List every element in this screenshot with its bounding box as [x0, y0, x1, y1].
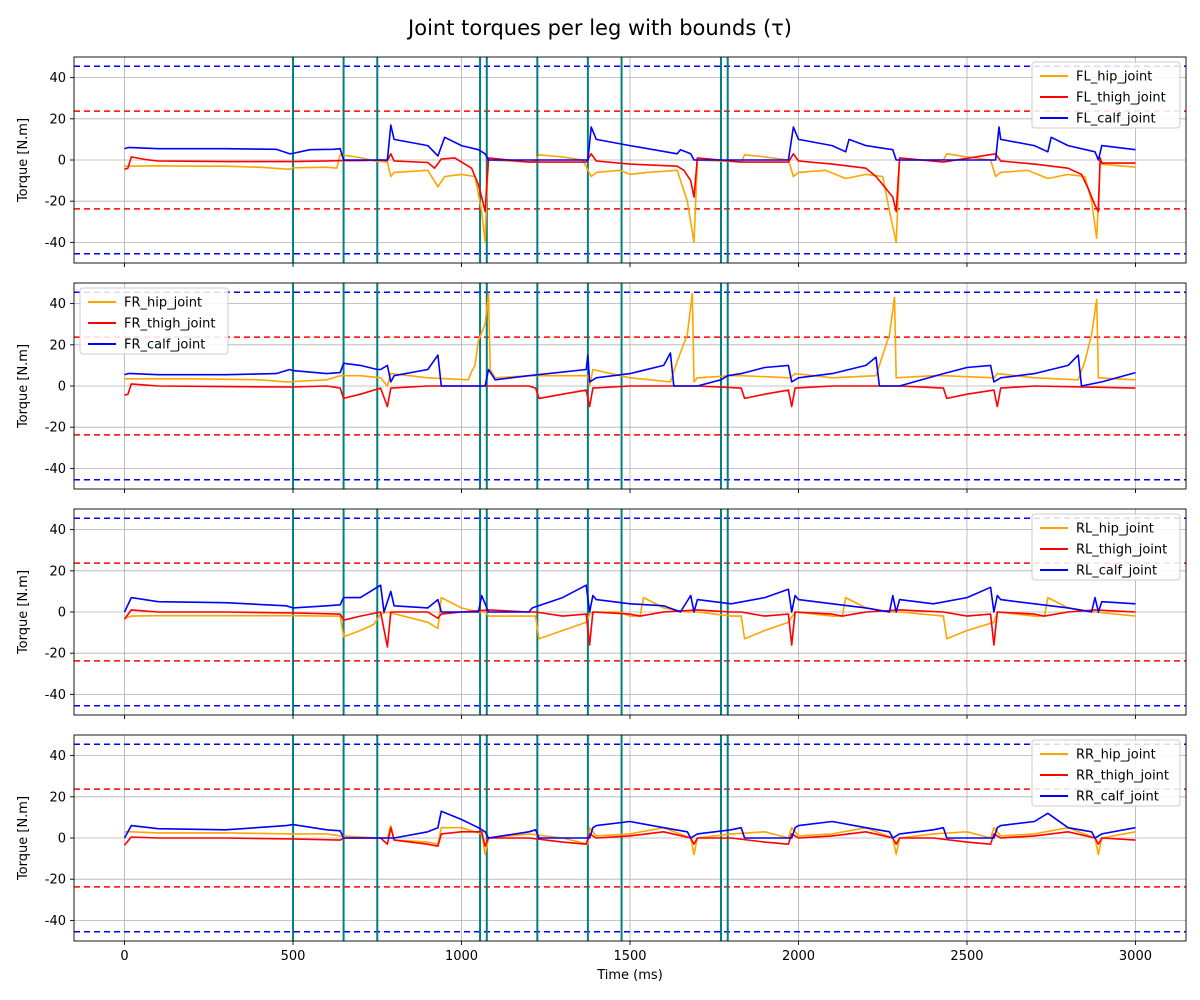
y-tick-label: 20 — [49, 790, 66, 805]
legend-label: FR_hip_joint — [124, 296, 202, 311]
panel-fr: -40 -20 0 20 40 Torque [N.m] FR_hip_joint FR_th… — [16, 282, 1187, 493]
y-tick-label: -40 — [45, 914, 66, 929]
legend-label: RL_hip_joint — [1076, 522, 1154, 537]
y-tick-label: -20 — [45, 873, 66, 888]
y-axis-label: Torque [N.m] — [16, 570, 31, 655]
y-axis-label: Torque [N.m] — [16, 344, 31, 429]
x-tick-label: 500 — [281, 949, 306, 964]
y-tick-label: 20 — [49, 564, 66, 579]
y-tick-label: -20 — [45, 421, 66, 436]
y-tick-label: 40 — [49, 297, 66, 312]
panel-fl: -40 -20 0 20 40 Torque [N.m] FL_hip_joint FL_th… — [16, 56, 1187, 267]
y-tick-label: 0 — [58, 606, 66, 621]
legend-box — [79, 287, 229, 355]
legend-label: RL_calf_joint — [1076, 564, 1157, 579]
figure-title: Joint torques per leg with bounds (τ) — [408, 16, 792, 40]
y-tick-label: 0 — [58, 832, 66, 847]
y-tick-label: 40 — [49, 749, 66, 764]
legend-label: FL_hip_joint — [1076, 70, 1152, 85]
y-tick-label: 40 — [49, 71, 66, 86]
x-axis-label: Time (ms) — [597, 968, 663, 983]
legend-label: FR_calf_joint — [124, 338, 205, 353]
x-tick-label: 0 — [120, 949, 128, 964]
legend-label: RL_thigh_joint — [1076, 543, 1167, 558]
y-tick-label: 20 — [49, 338, 66, 353]
y-tick-label: -40 — [45, 462, 66, 477]
legend-label: RR_hip_joint — [1076, 748, 1156, 763]
series-line-FL_calf_joint — [124, 124, 1136, 161]
series-line-FR_calf_joint — [124, 352, 1136, 387]
y-tick-label: -20 — [45, 195, 66, 210]
series-line-RR_thigh_joint — [123, 826, 1136, 847]
legend-label: RR_calf_joint — [1076, 790, 1159, 805]
series-line-RR_calf_joint — [123, 810, 1136, 839]
legend: RR_hip_joint RR_thigh_joint RR_calf_joint — [1031, 739, 1181, 807]
series-line-RL_thigh_joint — [123, 609, 1136, 648]
series-line-RL_hip_joint — [124, 596, 1136, 640]
y-axis-label: Torque [N.m] — [16, 796, 31, 881]
legend-label: FL_calf_joint — [1076, 112, 1156, 127]
panel-rr: -40 -20 0 20 40 0 500 1000 1500 2000 2500 3000 Torqu… — [16, 734, 1187, 964]
panel-rl: -40 -20 0 20 40 Torque [N.m] RL_hip_joint RL_th… — [16, 508, 1187, 719]
y-tick-label: -40 — [45, 688, 66, 703]
series-line-FR_thigh_joint — [124, 383, 1136, 408]
x-tick-label: 1000 — [445, 949, 478, 964]
panel-rr-plot-area — [74, 735, 1186, 941]
y-tick-label: 0 — [58, 380, 66, 395]
x-tick-label: 3000 — [1119, 949, 1152, 964]
y-tick-label: -40 — [45, 236, 66, 251]
panel-fr-plot-area — [74, 283, 1186, 489]
x-tick-label: 2000 — [782, 949, 815, 964]
legend-box — [1031, 513, 1181, 581]
legend: FL_hip_joint FL_thigh_joint FL_calf_joint — [1031, 61, 1181, 129]
y-tick-label: -20 — [45, 647, 66, 662]
panel-fl-plot-area — [74, 57, 1186, 263]
x-tick-label: 1500 — [613, 949, 646, 964]
series-line-RL_calf_joint — [123, 584, 1136, 613]
legend-label: RR_thigh_joint — [1076, 769, 1169, 784]
y-tick-label: 20 — [49, 112, 66, 127]
legend: RL_hip_joint RL_thigh_joint RL_calf_joint — [1031, 513, 1181, 581]
y-axis-label: Torque [N.m] — [16, 118, 31, 203]
y-tick-label: 40 — [49, 523, 66, 538]
legend-label: FR_thigh_joint — [124, 317, 215, 332]
series-line-FR_hip_joint — [124, 292, 1136, 387]
legend-label: FL_thigh_joint — [1076, 91, 1166, 106]
legend-box — [1031, 61, 1181, 129]
legend-box — [1031, 739, 1181, 807]
x-tick-label: 2500 — [950, 949, 983, 964]
y-tick-label: 0 — [58, 154, 66, 169]
panel-rl-plot-area — [74, 509, 1186, 715]
legend: FR_hip_joint FR_thigh_joint FR_calf_joint — [79, 287, 229, 355]
